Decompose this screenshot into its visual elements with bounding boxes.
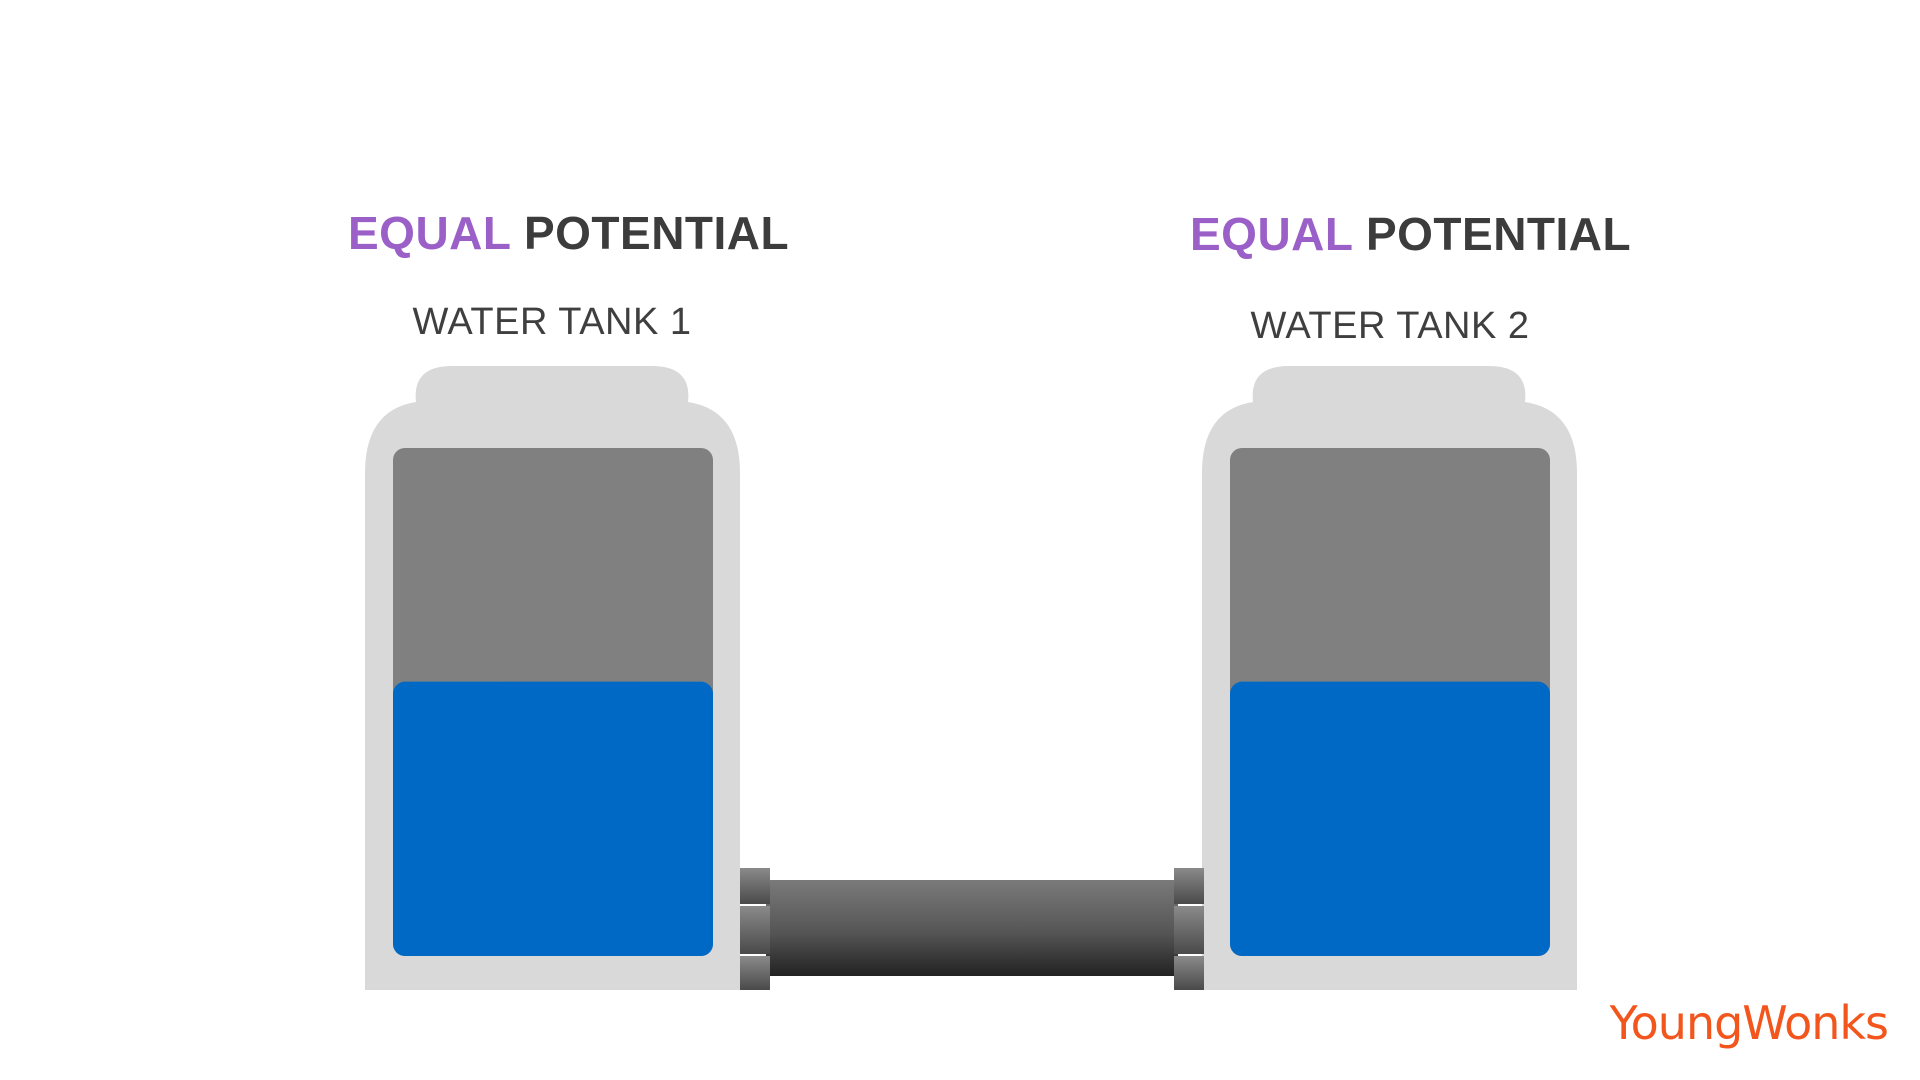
youngwonks-logo: YoungWonks [1609,996,1889,1050]
connecting-pipe [740,868,1204,990]
tank1-heading: EQUAL POTENTIAL [348,210,789,256]
tank1 [365,366,740,990]
pipe-left-collar-mid [740,906,770,954]
pipe-left-collar-top [740,868,770,904]
tank1-label: WATER TANK 1 [412,301,692,343]
tank1-water [393,681,713,956]
tank2 [1202,366,1577,990]
pipe-tube [766,880,1178,976]
tank2-heading: EQUAL POTENTIAL [1190,211,1631,257]
pipe-right-collar-top [1174,868,1204,904]
tank1-heading-rest: POTENTIAL [523,207,790,259]
tank1-heading-accent: EQUAL [348,207,511,259]
tank2-label: WATER TANK 2 [1250,305,1530,347]
pipe-right-collar-bottom [1174,956,1204,990]
tank2-heading-rest: POTENTIAL [1365,208,1632,260]
pipe-right-collar-mid [1174,906,1204,954]
pipe-left-collar-bottom [740,956,770,990]
tank2-water [1230,681,1550,956]
tank2-heading-accent: EQUAL [1190,208,1353,260]
